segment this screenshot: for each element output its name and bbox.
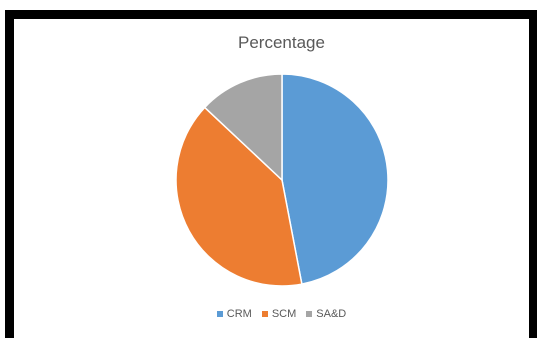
legend-item-crm: CRM [216,308,252,320]
pie-slice-scm [175,106,303,287]
chart-legend: CRM SCM SA&D [14,308,542,320]
pie-slice-sa-d [203,73,283,182]
pie-chart [175,73,389,287]
top-margin-strip [0,0,542,10]
chart-title: Percentage [238,33,325,52]
legend-item-sa-d: SA&D [306,308,346,320]
pie-slice-crm [281,73,389,286]
legend-swatch-sa-d [306,311,313,317]
legend-swatch-scm [261,311,268,317]
legend-label-crm: CRM [226,308,252,320]
legend-item-scm: SCM [261,308,297,320]
legend-label-sa-d: SA&D [316,308,347,320]
legend-label-scm: SCM [271,308,297,320]
chart-area: Percentage CRM SCM SA&D [14,19,529,338]
legend-swatch-crm [216,311,223,317]
